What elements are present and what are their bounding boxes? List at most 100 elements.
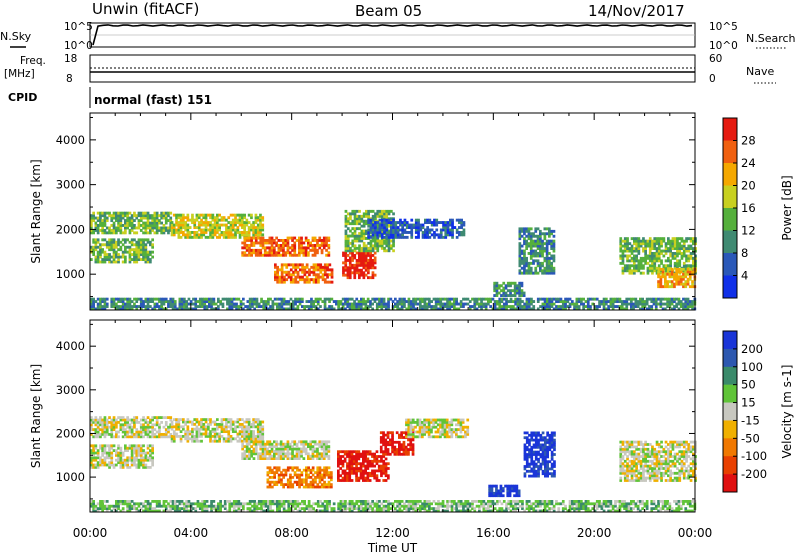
echo-cell — [302, 248, 306, 252]
echo-cell — [493, 507, 497, 510]
echo-cell — [137, 258, 141, 261]
echo-cell — [688, 302, 692, 306]
echo-cell — [644, 242, 647, 246]
echo-cell — [177, 228, 181, 232]
echo-cell — [275, 253, 278, 257]
echo-cell — [584, 502, 588, 506]
echo-cell — [298, 248, 301, 252]
echo-cell — [225, 233, 228, 237]
echo-cell — [117, 216, 120, 220]
echo-cell — [573, 507, 576, 510]
echo-cell — [473, 307, 477, 311]
echo-cell — [646, 266, 650, 270]
echo-cell — [670, 297, 674, 301]
echo-cell — [621, 254, 625, 258]
echo-cell — [149, 258, 152, 261]
echo-cell — [320, 248, 324, 252]
echo-cell — [128, 219, 132, 222]
echo-cell — [561, 302, 565, 306]
echo-cell — [135, 231, 139, 235]
echo-cell — [298, 251, 301, 255]
echo-cell — [191, 423, 194, 426]
echo-cell — [398, 500, 402, 503]
echo-cell — [162, 509, 166, 513]
echo-cell — [238, 231, 242, 234]
echo-cell — [403, 218, 407, 222]
echo-cell — [632, 297, 635, 301]
echo-cell — [644, 239, 647, 243]
echo-cell — [546, 297, 549, 301]
echo-cell — [355, 222, 359, 226]
echo-cell — [167, 305, 170, 308]
echo-cell — [115, 250, 118, 254]
echo-cell — [366, 307, 370, 311]
echo-cell — [164, 500, 168, 503]
echo-cell — [346, 502, 350, 506]
echo-cell — [133, 423, 136, 427]
echo-cell — [373, 502, 377, 506]
echo-cell — [209, 439, 212, 443]
echo-cell — [360, 268, 363, 272]
echo-cell — [500, 502, 504, 506]
echo-cell — [380, 221, 384, 224]
echo-cell — [660, 252, 663, 255]
echo-cell — [243, 231, 246, 234]
echo-cell — [360, 261, 363, 265]
echo-cell — [657, 242, 661, 246]
echo-cell — [504, 284, 508, 288]
echo-cell — [167, 509, 170, 513]
echo-cell — [667, 266, 670, 270]
echo-cell — [115, 504, 118, 508]
echo-cell — [314, 307, 318, 311]
echo-cell — [520, 281, 524, 285]
echo-cell — [186, 418, 190, 421]
echo-cell — [437, 502, 440, 506]
echo-cell — [185, 302, 188, 306]
echo-cell — [160, 300, 163, 303]
echo-cell — [279, 253, 283, 257]
echo-cell — [534, 504, 538, 508]
echo-cell — [253, 507, 256, 510]
echo-cell — [151, 224, 154, 227]
echo-cell — [149, 221, 152, 225]
echo-cell — [527, 229, 531, 233]
echo-cell — [204, 221, 208, 224]
echo-cell — [532, 259, 535, 263]
echo-cell — [478, 297, 481, 301]
echo-cell — [313, 248, 317, 252]
echo-cell — [487, 504, 490, 508]
echo-cell — [303, 305, 306, 308]
echo-cell — [623, 500, 626, 503]
echo-cell — [364, 504, 368, 508]
echo-cell — [158, 433, 161, 436]
echo-cell — [321, 502, 325, 506]
echo-cell — [642, 259, 645, 263]
echo-cell — [489, 305, 492, 308]
echo-cell — [99, 260, 102, 264]
echo-cell — [387, 500, 390, 503]
echo-cell — [688, 267, 692, 271]
echo-cell — [139, 229, 143, 232]
echo-cell — [482, 297, 486, 301]
echo-cell — [105, 425, 109, 429]
echo-cell — [446, 221, 450, 224]
echo-cell — [305, 280, 309, 284]
echo-cell — [458, 233, 461, 237]
echo-cell — [101, 229, 104, 232]
echo-cell — [99, 255, 102, 259]
echo-cell — [94, 435, 98, 439]
echo-cell — [511, 281, 515, 285]
echo-cell — [92, 509, 95, 513]
echo-cell — [261, 241, 265, 245]
echo-cell — [448, 300, 452, 303]
echo-cell — [367, 266, 370, 270]
echo-cell — [383, 228, 386, 232]
echo-cell — [634, 302, 638, 306]
echo-cell — [94, 300, 98, 303]
echo-cell — [495, 281, 499, 285]
echo-cell — [673, 307, 676, 311]
echo-cell — [637, 261, 641, 265]
echo-cell — [282, 251, 285, 255]
echo-cell — [220, 231, 224, 234]
echo-cell — [186, 430, 190, 433]
